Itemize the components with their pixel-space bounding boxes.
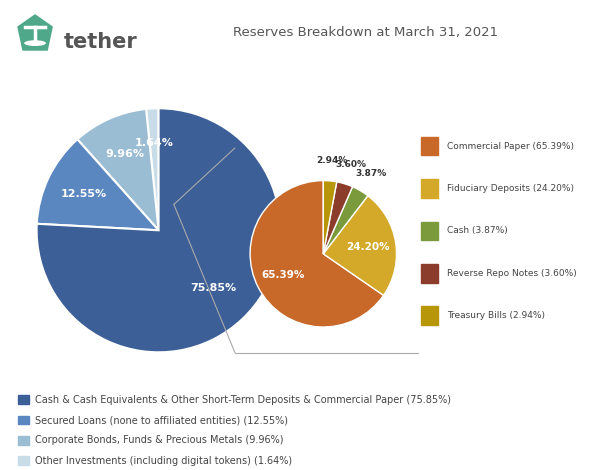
Text: 12.55%: 12.55%: [61, 189, 107, 199]
Polygon shape: [17, 14, 53, 51]
Bar: [18, 436, 29, 445]
Wedge shape: [323, 180, 337, 254]
Bar: [18, 456, 29, 465]
Text: Cash (3.87%): Cash (3.87%): [447, 227, 508, 235]
Bar: [18, 395, 29, 404]
Text: Corporate Bonds, Funds & Precious Metals (9.96%): Corporate Bonds, Funds & Precious Metals…: [35, 435, 283, 446]
Wedge shape: [323, 187, 368, 254]
Text: 1.64%: 1.64%: [135, 138, 173, 148]
Bar: [421, 221, 438, 240]
Bar: [18, 415, 29, 424]
Wedge shape: [323, 196, 396, 295]
Text: Treasury Bills (2.94%): Treasury Bills (2.94%): [447, 311, 545, 320]
Text: Fiduciary Deposits (24.20%): Fiduciary Deposits (24.20%): [447, 184, 575, 193]
Text: 3.87%: 3.87%: [355, 169, 387, 178]
Text: 75.85%: 75.85%: [190, 283, 236, 293]
Text: 2.94%: 2.94%: [316, 156, 348, 165]
Text: Reverse Repo Notes (3.60%): Reverse Repo Notes (3.60%): [447, 269, 577, 278]
Wedge shape: [37, 139, 159, 230]
Text: Cash & Cash Equivalents & Other Short-Term Deposits & Commercial Paper (75.85%): Cash & Cash Equivalents & Other Short-Te…: [35, 395, 451, 405]
Text: tether: tether: [64, 32, 138, 52]
Wedge shape: [37, 108, 281, 352]
Text: 9.96%: 9.96%: [106, 149, 145, 159]
Text: 65.39%: 65.39%: [262, 270, 305, 280]
Wedge shape: [250, 180, 384, 327]
Bar: [421, 179, 438, 198]
Ellipse shape: [24, 40, 46, 46]
Wedge shape: [323, 182, 353, 254]
Text: 3.60%: 3.60%: [336, 160, 366, 169]
Text: Commercial Paper (65.39%): Commercial Paper (65.39%): [447, 141, 575, 150]
Text: Other Investments (including digital tokens) (1.64%): Other Investments (including digital tok…: [35, 456, 292, 466]
Text: 24.20%: 24.20%: [346, 242, 390, 252]
Wedge shape: [146, 108, 159, 230]
Bar: [421, 137, 438, 156]
Bar: [421, 306, 438, 325]
Text: Reserves Breakdown at March 31, 2021: Reserves Breakdown at March 31, 2021: [234, 26, 498, 39]
Text: Secured Loans (none to affiliated entities) (12.55%): Secured Loans (none to affiliated entiti…: [35, 415, 288, 425]
Wedge shape: [77, 109, 159, 230]
Bar: [421, 264, 438, 282]
